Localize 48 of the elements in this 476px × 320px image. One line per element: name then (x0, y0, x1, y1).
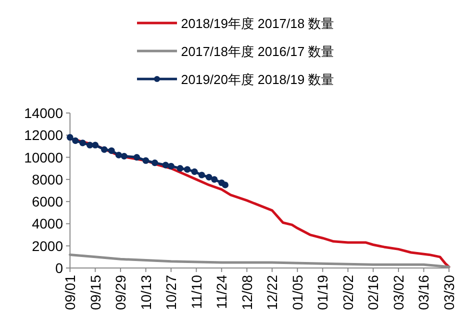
x-tick-label: 01/05 (289, 274, 306, 310)
point (72, 137, 79, 144)
legend-label: 2017/18年度 2016/17 数量 (181, 44, 334, 59)
x-tick-label: 02/16 (365, 274, 382, 310)
point (198, 172, 206, 178)
y-tick-label: 14000 (24, 105, 64, 121)
y-tick-label: 0 (55, 260, 64, 276)
x-tick-label: 11/10 (188, 274, 204, 309)
point (142, 157, 150, 164)
x-tick-label: 02/02 (340, 274, 356, 310)
point (152, 160, 158, 166)
point (100, 146, 108, 153)
point (86, 142, 94, 148)
x-tick-label: 01/19 (314, 274, 331, 310)
x-tick-label: 03/02 (390, 274, 406, 310)
point (108, 147, 115, 154)
x-tick-label: 11/24 (214, 274, 230, 309)
y-tick-label: 6000 (32, 194, 64, 210)
point (211, 176, 218, 183)
point (176, 165, 184, 172)
y-tick-label: 10000 (24, 149, 64, 166)
x-tick-label: 03/30 (441, 274, 457, 310)
point (66, 134, 74, 141)
point (191, 168, 198, 175)
point (120, 152, 128, 160)
x-tick-label: 12/22 (264, 274, 280, 310)
point (133, 154, 140, 161)
point (92, 142, 99, 148)
x-tick-label: 09/01 (62, 274, 78, 310)
x-tick-label: 10/13 (138, 274, 154, 310)
x-tick-label: 10/27 (163, 274, 180, 310)
legend-label: 2019/20年度 2018/19 数量 (181, 72, 334, 87)
point (115, 152, 122, 158)
x-tick-label: 09/29 (112, 274, 129, 310)
y-tick-label: 8000 (32, 171, 64, 188)
x-tick-label: 09/15 (87, 274, 104, 310)
y-tick-label: 4000 (32, 216, 64, 232)
point (206, 174, 212, 181)
y-tick-label: 2000 (32, 238, 64, 254)
point (162, 162, 169, 168)
point (79, 140, 86, 146)
point (168, 162, 174, 170)
legend-label: 2018/19年度 2017/18 数量 (181, 16, 334, 31)
x-tick-label: 12/08 (238, 274, 255, 310)
point (184, 166, 191, 173)
x-tick-label: 03/16 (416, 274, 432, 310)
point (222, 182, 229, 188)
y-tick-label: 12000 (24, 127, 64, 144)
